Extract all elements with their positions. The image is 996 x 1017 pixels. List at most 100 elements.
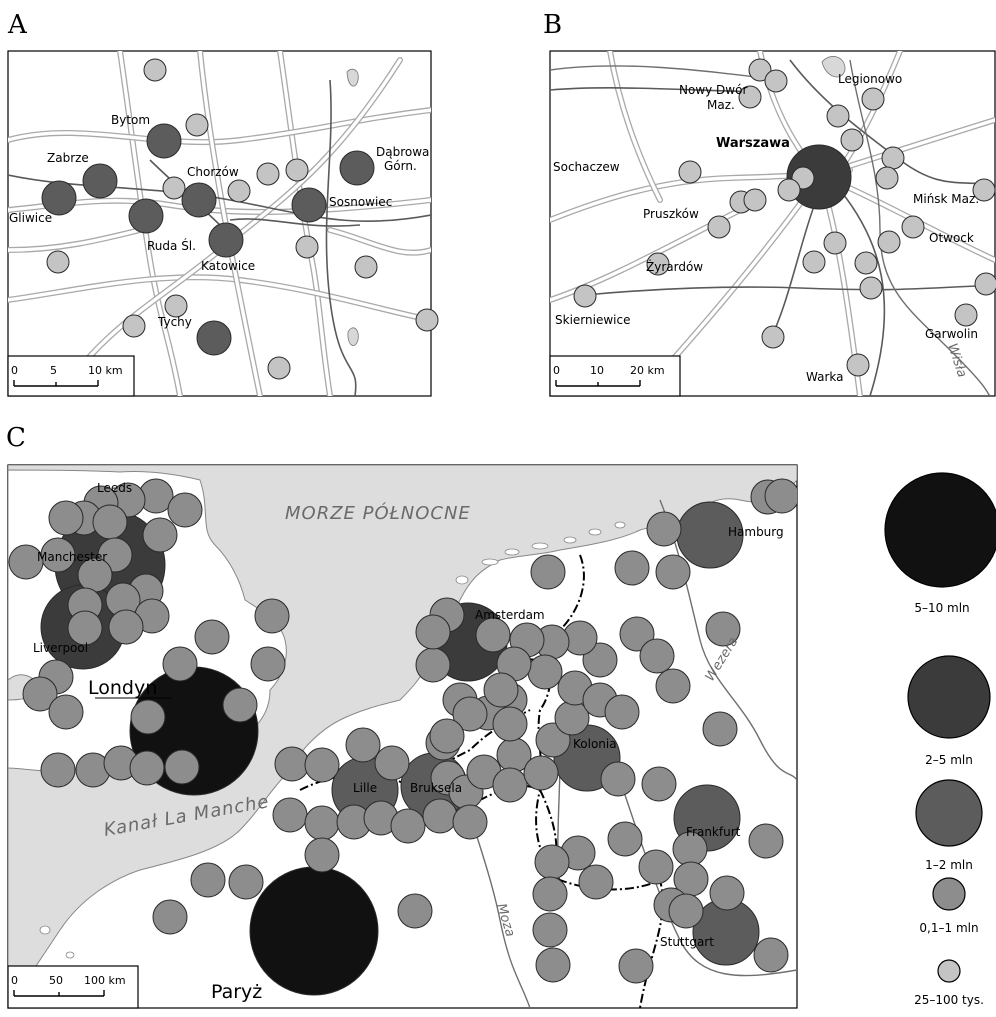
label-minsk: Mińsk Maz. [913, 192, 979, 206]
city-marker [578, 864, 614, 900]
city-marker [639, 638, 675, 674]
city-marker [146, 123, 182, 159]
label-garwolin: Garwolin [925, 327, 978, 341]
legend: 5–10 mln 2–5 mln 1–2 mln 0,1–1 mln 25–10… [884, 472, 996, 1007]
label-bruksela: Bruksela [410, 781, 462, 795]
city-marker [130, 699, 166, 735]
city-marker [164, 294, 188, 318]
label-zabrze: Zabrze [47, 151, 89, 165]
legend-swatch-2-5mln [907, 655, 991, 739]
city-marker [228, 864, 264, 900]
city-marker [614, 550, 650, 586]
label-stuttgart: Stuttgart [660, 935, 714, 949]
city-marker [354, 255, 378, 279]
city-marker [227, 179, 251, 203]
city-marker [764, 69, 788, 93]
city-marker [374, 745, 410, 781]
panel-a-roads [8, 51, 431, 396]
city-marker [877, 230, 901, 254]
panel-a-rails [8, 79, 431, 396]
panel-a-lakes [346, 68, 359, 346]
legend-swatch-01-1mln [932, 877, 966, 911]
city-marker [267, 356, 291, 380]
label-hamburg: Hamburg [728, 525, 784, 539]
city-marker [415, 614, 451, 650]
city-marker [875, 166, 899, 190]
panel-b-rivers [550, 59, 991, 396]
legend-label-01-1mln: 0,1–1 mln [919, 921, 978, 935]
city-marker [274, 746, 310, 782]
label-ruda: Ruda Śl. [147, 238, 196, 253]
panel-a-city-markers [41, 58, 439, 380]
panel-a-letter: A [7, 10, 28, 40]
city-marker [638, 849, 674, 885]
label-sosnowiec: Sosnowiec [329, 195, 392, 209]
city-marker [527, 654, 563, 690]
city-marker [826, 104, 850, 128]
label-nowy-dwor-2: Maz. [707, 98, 735, 112]
city-marker [345, 727, 381, 763]
city-marker [861, 87, 885, 111]
city-marker [802, 250, 826, 274]
city-marker [152, 899, 188, 935]
city-marker [840, 128, 864, 152]
scale-c-t1: 50 [49, 974, 63, 987]
city-marker [748, 823, 784, 859]
label-kolonia: Kolonia [573, 737, 617, 751]
city-marker [254, 598, 290, 634]
city-marker [532, 876, 568, 912]
panel-a-scale-bar: 0 5 10 km [7, 355, 135, 397]
label-gliwice: Gliwice [9, 211, 52, 225]
city-marker [129, 750, 165, 786]
panel-b-letter: B [543, 10, 562, 40]
panel-b-map: Nowy Dwór Maz. Legionowo Warszawa Sochac… [549, 50, 996, 397]
city-marker [452, 696, 488, 732]
city-marker [196, 320, 232, 356]
city-marker [185, 113, 209, 137]
city-marker [164, 749, 200, 785]
city-marker [162, 176, 186, 200]
scale-b-t0: 0 [553, 364, 560, 377]
city-marker [167, 492, 203, 528]
legend-swatch-1-2mln [915, 779, 983, 847]
label-tychy: Tychy [157, 315, 192, 329]
label-frankfurt: Frankfurt [686, 825, 741, 839]
city-marker [492, 706, 528, 742]
legend-label-5-10mln: 5–10 mln [914, 601, 969, 615]
label-otwock: Otwock [929, 231, 974, 245]
city-marker [67, 610, 103, 646]
city-marker [709, 875, 745, 911]
scale-a-t1: 5 [50, 364, 57, 377]
city-marker [390, 808, 426, 844]
city-marker [108, 609, 144, 645]
panel-a-labels: Bytom Zabrze Gliwice Chorzów Ruda Śl. Ka… [9, 113, 429, 329]
city-marker [48, 500, 84, 536]
city-marker [678, 160, 702, 184]
city-marker [492, 767, 528, 803]
city-marker [128, 198, 164, 234]
city-marker [397, 893, 433, 929]
panel-a-map: Bytom Zabrze Gliwice Chorzów Ruda Śl. Ka… [7, 50, 439, 397]
city-marker [250, 646, 286, 682]
city-marker [582, 642, 618, 678]
city-marker [291, 187, 327, 223]
city-marker [40, 752, 76, 788]
label-liverpool: Liverpool [33, 641, 88, 655]
city-marker [181, 182, 217, 218]
legend-swatch-5-10mln [884, 472, 996, 588]
city-marker [859, 276, 883, 300]
city-marker [854, 251, 878, 275]
city-marker [208, 222, 244, 258]
city-marker [82, 163, 118, 199]
city-marker [48, 694, 84, 730]
scale-c-t0: 0 [11, 974, 18, 987]
city-marker [272, 797, 308, 833]
city-marker [194, 619, 230, 655]
scale-a-t2: 10 km [88, 364, 123, 377]
scale-c-t2: 100 km [84, 974, 126, 987]
city-marker [304, 805, 340, 841]
label-warka: Warka [806, 370, 843, 384]
label-chorzow: Chorzów [187, 165, 239, 179]
panel-b-labels: Nowy Dwór Maz. Legionowo Warszawa Sochac… [553, 72, 979, 384]
